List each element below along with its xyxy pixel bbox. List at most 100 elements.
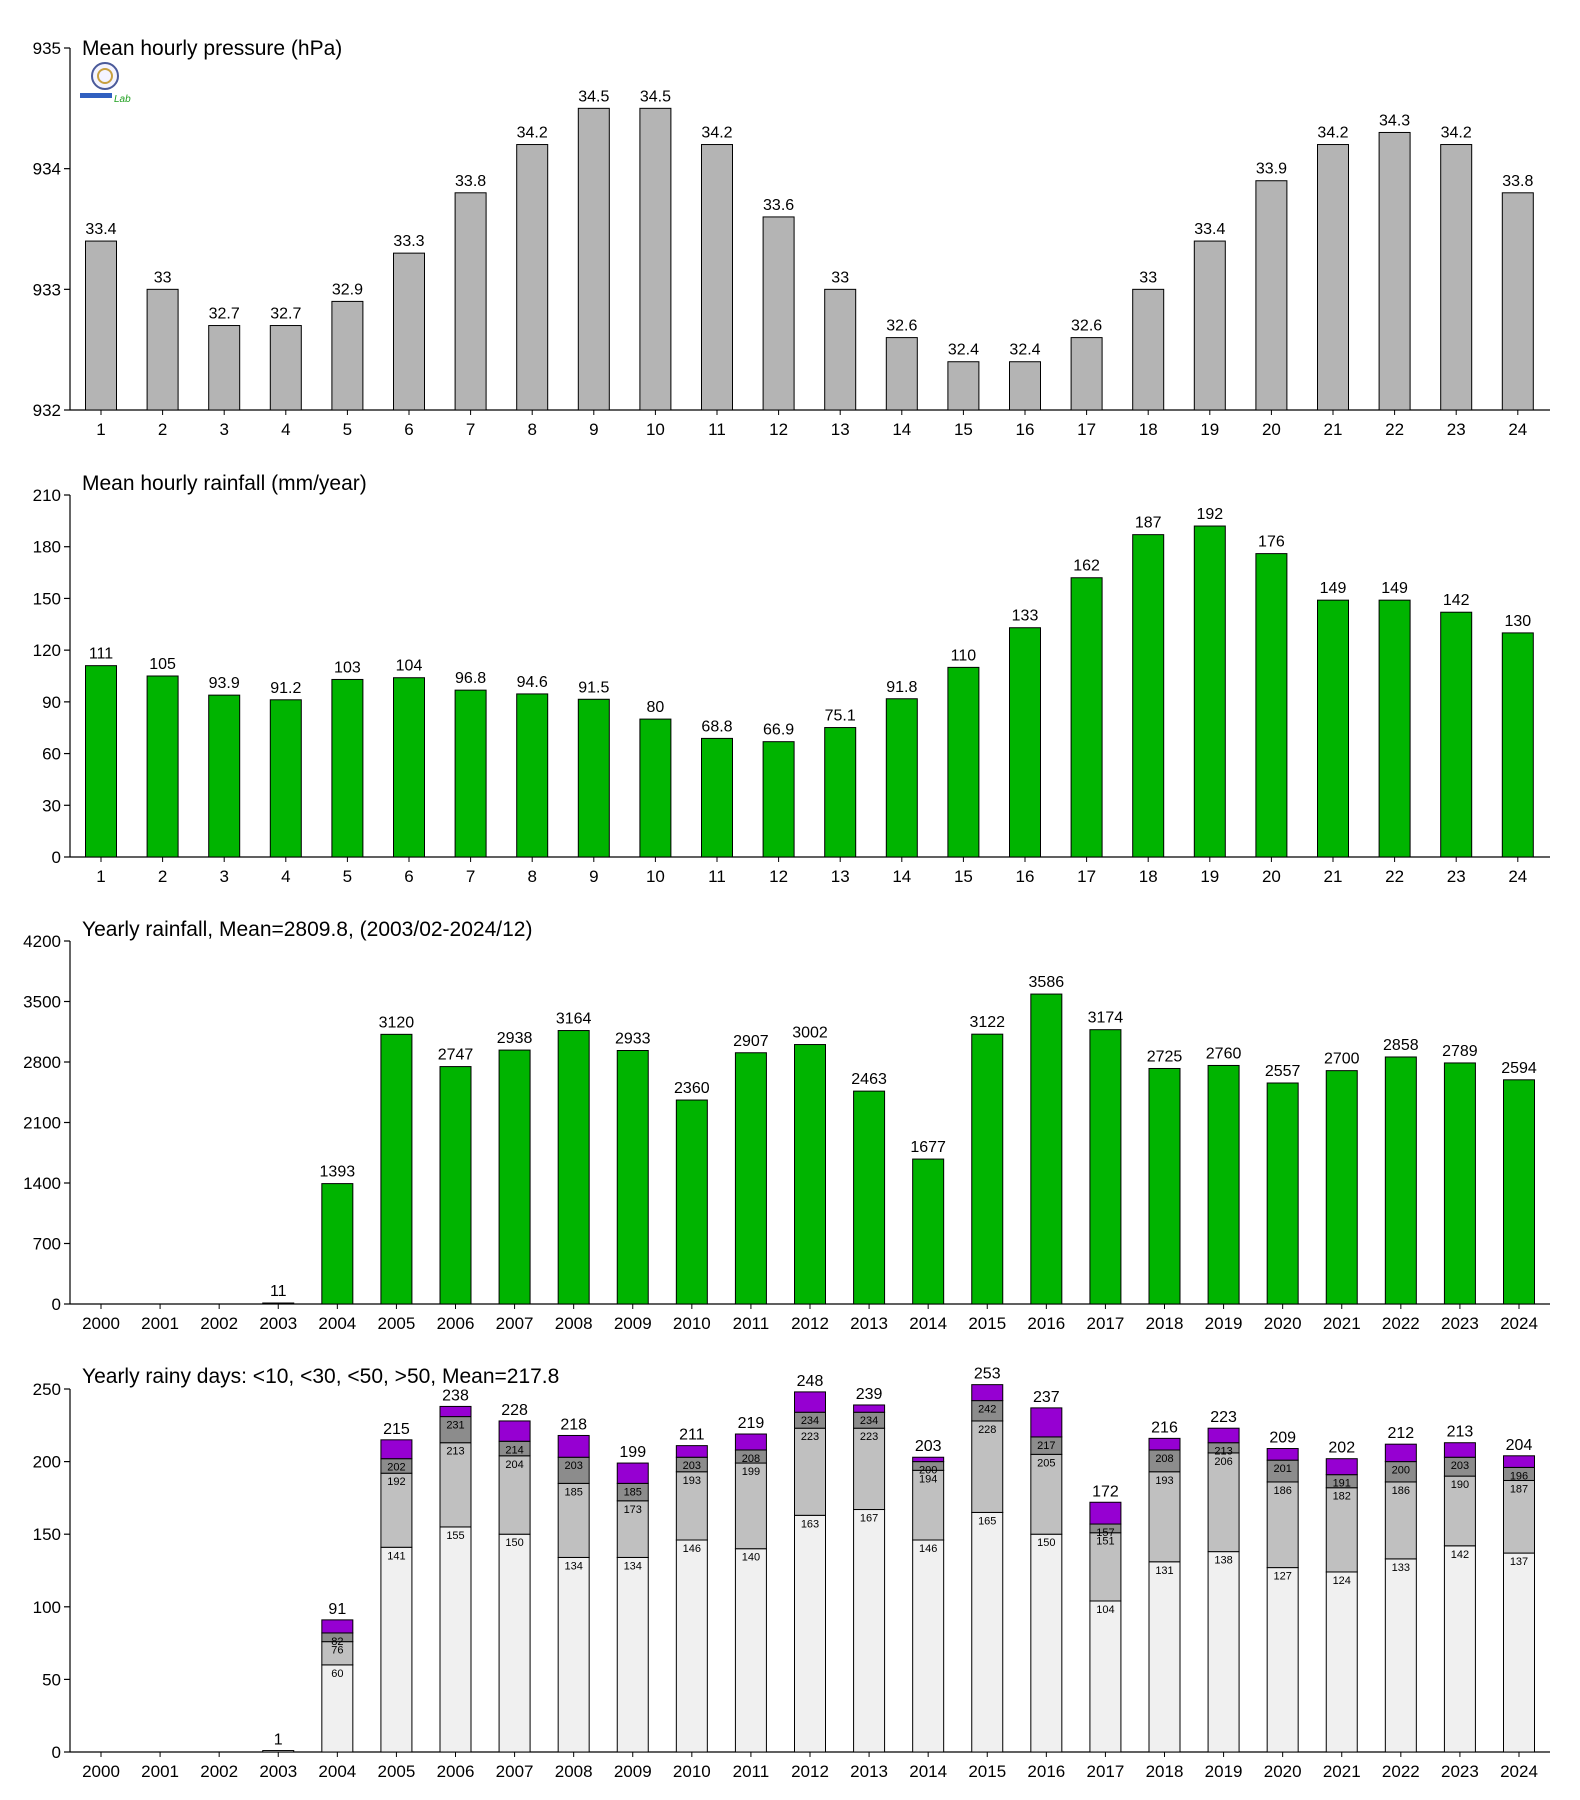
hourly-rainfall-bar (1440, 611, 1473, 858)
hourly-rainfall-x-tick-label: 13 (831, 867, 850, 886)
yearly-rainfall-bar (1384, 1056, 1417, 1305)
rainy-days-x-tick-label: 2022 (1382, 1762, 1420, 1781)
rainy-days-segment (1384, 1443, 1417, 1463)
pressure-x-tick-label: 24 (1508, 420, 1527, 439)
pressure-value-label: 34.2 (517, 125, 548, 142)
hourly-rainfall-bar (269, 699, 302, 858)
hourly-rainfall-value-label: 149 (1381, 580, 1408, 597)
rainy-days-segment (1443, 1442, 1476, 1458)
rainy-days-x-tick-label: 2011 (733, 1762, 770, 1781)
rainy-days-total-label: 213 (1447, 1424, 1474, 1441)
rainy-days-total-label: 219 (738, 1415, 765, 1432)
rainy-days-segment (380, 1546, 413, 1753)
hourly-rainfall-chart-title: Mean hourly rainfall (mm/year) (82, 472, 367, 495)
rainy-days-segment (262, 1750, 295, 1753)
pressure-x-tick-label: 20 (1262, 420, 1281, 439)
yearly-rainfall-x-tick-label: 2015 (968, 1314, 1006, 1333)
rainy-days-segment-label: 193 (1155, 1475, 1173, 1487)
hourly-rainfall-value-label: 192 (1196, 506, 1223, 523)
yearly-rainfall-value-label: 3122 (969, 1014, 1005, 1031)
rainy-days-segment (1207, 1452, 1240, 1553)
pressure-bar (1193, 240, 1226, 411)
pressure-x-tick-label: 22 (1385, 420, 1404, 439)
yearly-rainfall-value-label: 3002 (792, 1025, 828, 1042)
rainy-days-y-tick-label: 150 (33, 1525, 61, 1544)
rainy-days-x-tick-label: 2018 (1146, 1762, 1184, 1781)
yearly-rainfall-x-tick-label: 2022 (1382, 1314, 1420, 1333)
yearly-rainfall-bar (1089, 1029, 1122, 1305)
yearly-rainfall-y-tick-label: 2100 (23, 1114, 61, 1133)
yearly-rainfall-value-label: 2594 (1501, 1060, 1537, 1077)
rainy-days-total-label: 218 (560, 1416, 587, 1433)
hourly-rainfall-bar (1317, 599, 1349, 858)
rainy-days-segment-label: 202 (387, 1462, 405, 1474)
pressure-bar (1009, 361, 1041, 411)
hourly-rainfall-value-label: 91.5 (578, 679, 609, 696)
yearly-rainfall-bar (1207, 1064, 1240, 1305)
rainy-days-total-label: 223 (1210, 1409, 1237, 1426)
pressure-x-tick-label: 12 (769, 420, 788, 439)
rainy-days-segment-label: 133 (1392, 1562, 1410, 1574)
yearly-rainfall-y-tick-label: 700 (33, 1235, 61, 1254)
yearly-rainfall-value-label: 2700 (1324, 1051, 1360, 1068)
pressure-bar (331, 300, 364, 411)
rainy-days-segment-label: 208 (742, 1453, 760, 1465)
rainy-days-total-label: 228 (501, 1402, 528, 1419)
hourly-rainfall-bar (824, 727, 857, 858)
rainy-days-segment-label: 76 (331, 1645, 343, 1657)
yearly-rainfall-chart-title: Yearly rainfall, Mean=2809.8, (2003/02-2… (82, 918, 532, 941)
pressure-value-label: 34.5 (578, 88, 609, 105)
rainy-days-x-tick-label: 2023 (1441, 1762, 1479, 1781)
rainy-days-segment-label: 131 (1155, 1565, 1173, 1577)
rainy-days-segment (794, 1514, 826, 1753)
rainy-days-segment (1384, 1558, 1417, 1753)
pressure-x-tick-label: 8 (527, 420, 536, 439)
pressure-value-label: 32.6 (1071, 318, 1102, 335)
rainy-days-segment (557, 1556, 590, 1753)
yearly-rainfall-x-tick-label: 2021 (1323, 1314, 1361, 1333)
hourly-rainfall-x-tick-label: 10 (646, 867, 665, 886)
logo-text: Lab (114, 94, 131, 105)
rainy-days-segment-label: 134 (564, 1560, 582, 1572)
hourly-rainfall-x-tick-label: 14 (892, 867, 911, 886)
yearly-rainfall-x-tick-label: 2023 (1441, 1314, 1479, 1333)
hourly-rainfall-y-tick-label: 150 (33, 589, 61, 608)
yearly-rainfall-value-label: 11 (270, 1283, 287, 1300)
hourly-rainfall-value-label: 91.2 (270, 680, 301, 697)
hourly-rainfall-x-tick-label: 9 (589, 867, 598, 886)
hourly-rainfall-y-tick-label: 210 (33, 486, 61, 505)
hourly-rainfall-bar (885, 698, 918, 858)
rainy-days-segment (1266, 1567, 1299, 1753)
rainy-days-segment-label: 193 (683, 1475, 701, 1487)
hourly-rainfall-value-label: 103 (334, 659, 361, 676)
rainy-days-segment-label: 60 (331, 1668, 343, 1680)
rainy-days-x-tick-label: 2016 (1027, 1762, 1065, 1781)
yearly-rainfall-x-tick-label: 2009 (614, 1314, 652, 1333)
hourly-rainfall-bar (1378, 599, 1411, 858)
hourly-rainfall-bar (1009, 627, 1041, 858)
rainy-days-segment (1503, 1479, 1535, 1554)
rainy-days-segment (1030, 1453, 1063, 1535)
rainy-days-segment (380, 1439, 413, 1460)
rainy-days-total-label: 204 (1506, 1437, 1533, 1454)
rainy-days-segment (1207, 1427, 1240, 1444)
rainy-days-segment-label: 217 (1037, 1440, 1055, 1452)
rainy-days-segment (557, 1434, 590, 1458)
logo-seal-inner-icon (97, 68, 113, 84)
rainy-days-x-tick-label: 2000 (82, 1762, 120, 1781)
pressure-value-label: 34.5 (640, 88, 671, 105)
hourly-rainfall-value-label: 142 (1443, 592, 1470, 609)
yearly-rainfall-bar (1266, 1082, 1299, 1305)
yearly-rainfall-x-tick-label: 2000 (82, 1314, 120, 1333)
yearly-rainfall-y-tick-label: 1400 (23, 1174, 61, 1193)
rainy-days-total-label: 203 (915, 1438, 942, 1455)
rainy-days-segment-label: 140 (742, 1552, 760, 1564)
pressure-x-tick-label: 15 (954, 420, 973, 439)
yearly-rainfall-bar (1148, 1067, 1181, 1305)
hourly-rainfall-value-label: 93.9 (209, 675, 240, 692)
pressure-bar (454, 192, 487, 411)
yearly-rainfall-x-tick-label: 2002 (200, 1314, 238, 1333)
yearly-rainfall-x-tick-label: 2004 (318, 1314, 356, 1333)
rainy-days-segment-label: 141 (387, 1550, 405, 1562)
rainy-days-segment (1503, 1552, 1535, 1753)
